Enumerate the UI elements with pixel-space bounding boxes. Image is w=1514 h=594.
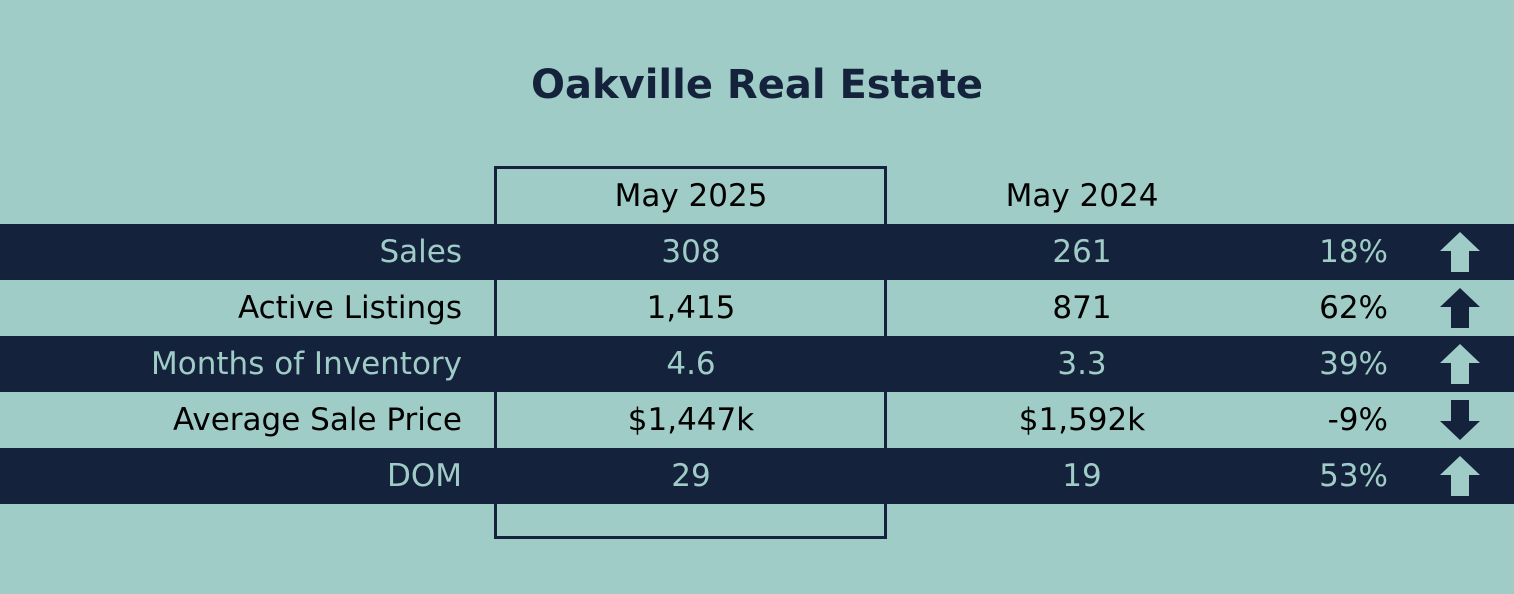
cell: 29	[671, 458, 711, 494]
table-row: Average Sale Price $1,447k $1,592k -9%	[0, 392, 1514, 448]
up-arrow	[1440, 288, 1480, 328]
row-label: Active Listings	[237, 290, 462, 326]
row-label: DOM	[386, 458, 462, 494]
cell: $1,592k	[1018, 402, 1146, 438]
up-arrow	[1440, 456, 1480, 496]
change: -9%	[1327, 402, 1388, 438]
down-arrow	[1440, 400, 1480, 440]
row-label: Months of Inventory	[151, 346, 462, 382]
cell: 1,415	[646, 290, 736, 326]
table-row: Sales 308 261 18%	[0, 224, 1514, 280]
row-label: Sales	[379, 234, 462, 270]
change: 62%	[1319, 290, 1388, 326]
cell: 19	[1062, 458, 1102, 494]
table-row: Months of Inventory 4.6 3.3 39%	[0, 336, 1514, 392]
column-header: May 2025	[614, 178, 768, 214]
up-arrow	[1440, 232, 1480, 272]
change: 18%	[1319, 234, 1388, 270]
cell: 261	[1052, 234, 1112, 270]
cell: 308	[661, 234, 721, 270]
table-row: Active Listings 1,415 871 62%	[0, 280, 1514, 336]
row-label: Average Sale Price	[173, 402, 462, 438]
cell: 4.6	[666, 346, 716, 382]
up-arrow	[1440, 344, 1480, 384]
change: 39%	[1319, 346, 1388, 382]
table-row: DOM 29 19 53%	[0, 448, 1514, 504]
change: 53%	[1319, 458, 1388, 494]
cell: 871	[1052, 290, 1112, 326]
header-row: May 2025 May 2024	[0, 168, 1514, 224]
column-header: May 2024	[1005, 178, 1159, 214]
cell: 3.3	[1057, 346, 1107, 382]
cell: $1,447k	[627, 402, 755, 438]
title: Oakville Real Estate	[531, 62, 983, 108]
